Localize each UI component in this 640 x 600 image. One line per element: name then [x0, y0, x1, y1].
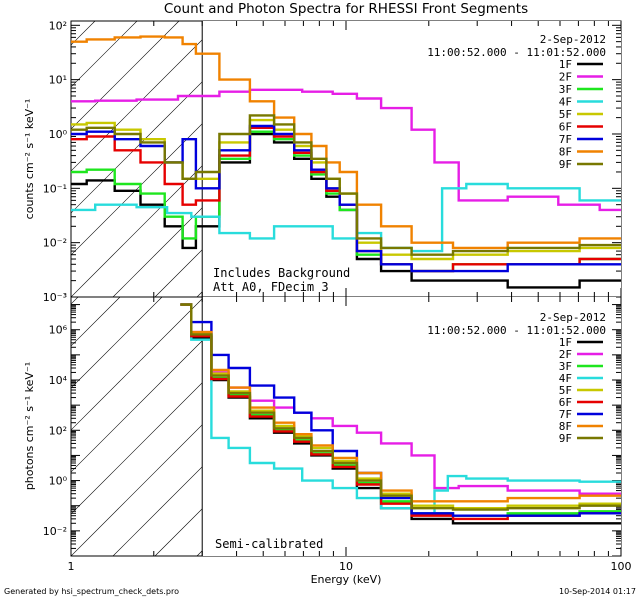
- bot-legend-label-6F: 6F: [559, 396, 572, 409]
- bot-y-tick-label: 10⁰: [49, 475, 68, 488]
- bot-legend-label-3F: 3F: [559, 360, 572, 373]
- bot-hatch-line: [71, 297, 121, 347]
- bot-y-tick-label: 10²: [49, 424, 67, 437]
- top-date: 2-Sep-2012: [540, 33, 606, 46]
- bot-y-tick-label: 10⁶: [49, 324, 68, 337]
- top-legend-label-9F: 9F: [559, 158, 572, 171]
- top-series-9F: [71, 114, 621, 256]
- bot-legend-label-5F: 5F: [559, 384, 572, 397]
- top-time-range: 11:00:52.000 - 11:01:52.000: [427, 46, 606, 59]
- top-y-tick-label: 10¹: [49, 74, 67, 87]
- count-spectrum-panel: 10⁻³ 10⁻² 10⁻¹ 10⁰ 10¹ 10² 2-Sep-2012 11:00:5…: [0, 19, 622, 304]
- bot-y-tick-label: 10⁴: [49, 374, 68, 387]
- bot-hatch-line: [71, 297, 205, 431]
- footer-generator: Generated by hsi_spectrum_check_dets.pro: [4, 587, 179, 596]
- top-y-tick-label: 10⁻³: [43, 291, 67, 304]
- bot-legend-label-9F: 9F: [559, 432, 572, 445]
- bot-series-9F: [180, 303, 621, 511]
- top-legend-label-3F: 3F: [559, 83, 572, 96]
- bot-series-7F: [180, 303, 621, 517]
- top-legend-label-8F: 8F: [559, 146, 572, 159]
- x-tick-label: 1: [68, 560, 75, 573]
- top-y-tick-label: 10⁻¹: [43, 182, 67, 195]
- top-legend-label-2F: 2F: [559, 71, 572, 84]
- bot-y-tick-label: 10⁻²: [43, 525, 67, 538]
- top-hatch-line: [71, 21, 180, 130]
- top-y-axis-label: counts cm⁻² s⁻¹ keV⁻¹: [23, 99, 36, 220]
- top-series-group: [71, 35, 621, 289]
- chart-title: Count and Photon Spectra for RHESSI Fron…: [164, 1, 528, 17]
- x-axis-label: Energy (keV): [311, 573, 382, 586]
- bot-legend-label-1F: 1F: [559, 336, 572, 349]
- top-y-tick-label: 10²: [49, 19, 67, 32]
- bot-series-4F: [180, 303, 621, 515]
- top-axis-ticks: 10⁻³ 10⁻² 10⁻¹ 10⁰ 10¹ 10²: [43, 19, 622, 304]
- top-hatch-line: [71, 21, 222, 172]
- top-legend-label-1F: 1F: [559, 58, 572, 71]
- x-tick-label: 10: [339, 560, 353, 573]
- top-y-tick-label: 10⁻²: [43, 237, 67, 250]
- bottom-axis-ticks: 10⁻² 10⁰ 10² 10⁴ 10⁶ 1 10 100: [43, 296, 632, 573]
- x-tick-label: 100: [611, 560, 632, 573]
- bottom-annotation-semicalibrated: Semi-calibrated: [215, 537, 323, 551]
- top-annotation-background: Includes Background: [213, 266, 350, 280]
- bot-series-8F: [180, 303, 621, 503]
- top-series-7F: [71, 124, 621, 273]
- top-y-tick-label: 10⁰: [49, 128, 68, 141]
- top-legend-label-5F: 5F: [559, 108, 572, 121]
- bottom-date: 2-Sep-2012: [540, 311, 606, 324]
- bot-hatch-line: [71, 297, 163, 389]
- bot-legend-label-7F: 7F: [559, 408, 572, 421]
- top-legend-label-7F: 7F: [559, 133, 572, 146]
- footer-timestamp: 10-Sep-2014 01:17: [559, 587, 636, 596]
- bot-legend-label-8F: 8F: [559, 420, 572, 433]
- top-series-4F: [71, 182, 621, 253]
- bot-legend-label-4F: 4F: [559, 372, 572, 385]
- top-series-2F: [71, 88, 621, 212]
- top-legend-label-4F: 4F: [559, 96, 572, 109]
- bottom-time-range: 11:00:52.000 - 11:01:52.000: [427, 324, 606, 337]
- bottom-series-group: [180, 303, 621, 525]
- bot-legend-label-2F: 2F: [559, 348, 572, 361]
- top-hatch-line: [0, 21, 11, 297]
- top-legend-label-6F: 6F: [559, 121, 572, 134]
- top-hatch-line: [71, 21, 96, 46]
- bottom-y-axis-label: photons cm⁻² s⁻¹ keV⁻¹: [23, 362, 36, 490]
- top-hatch-line: [71, 21, 138, 88]
- top-annotation-attenuator: Att A0, FDecim 3: [213, 280, 329, 294]
- photon-spectrum-panel: 10⁻² 10⁰ 10² 10⁴ 10⁶ 1 10 100 2-Sep-2012 11:00:…: [23, 296, 632, 586]
